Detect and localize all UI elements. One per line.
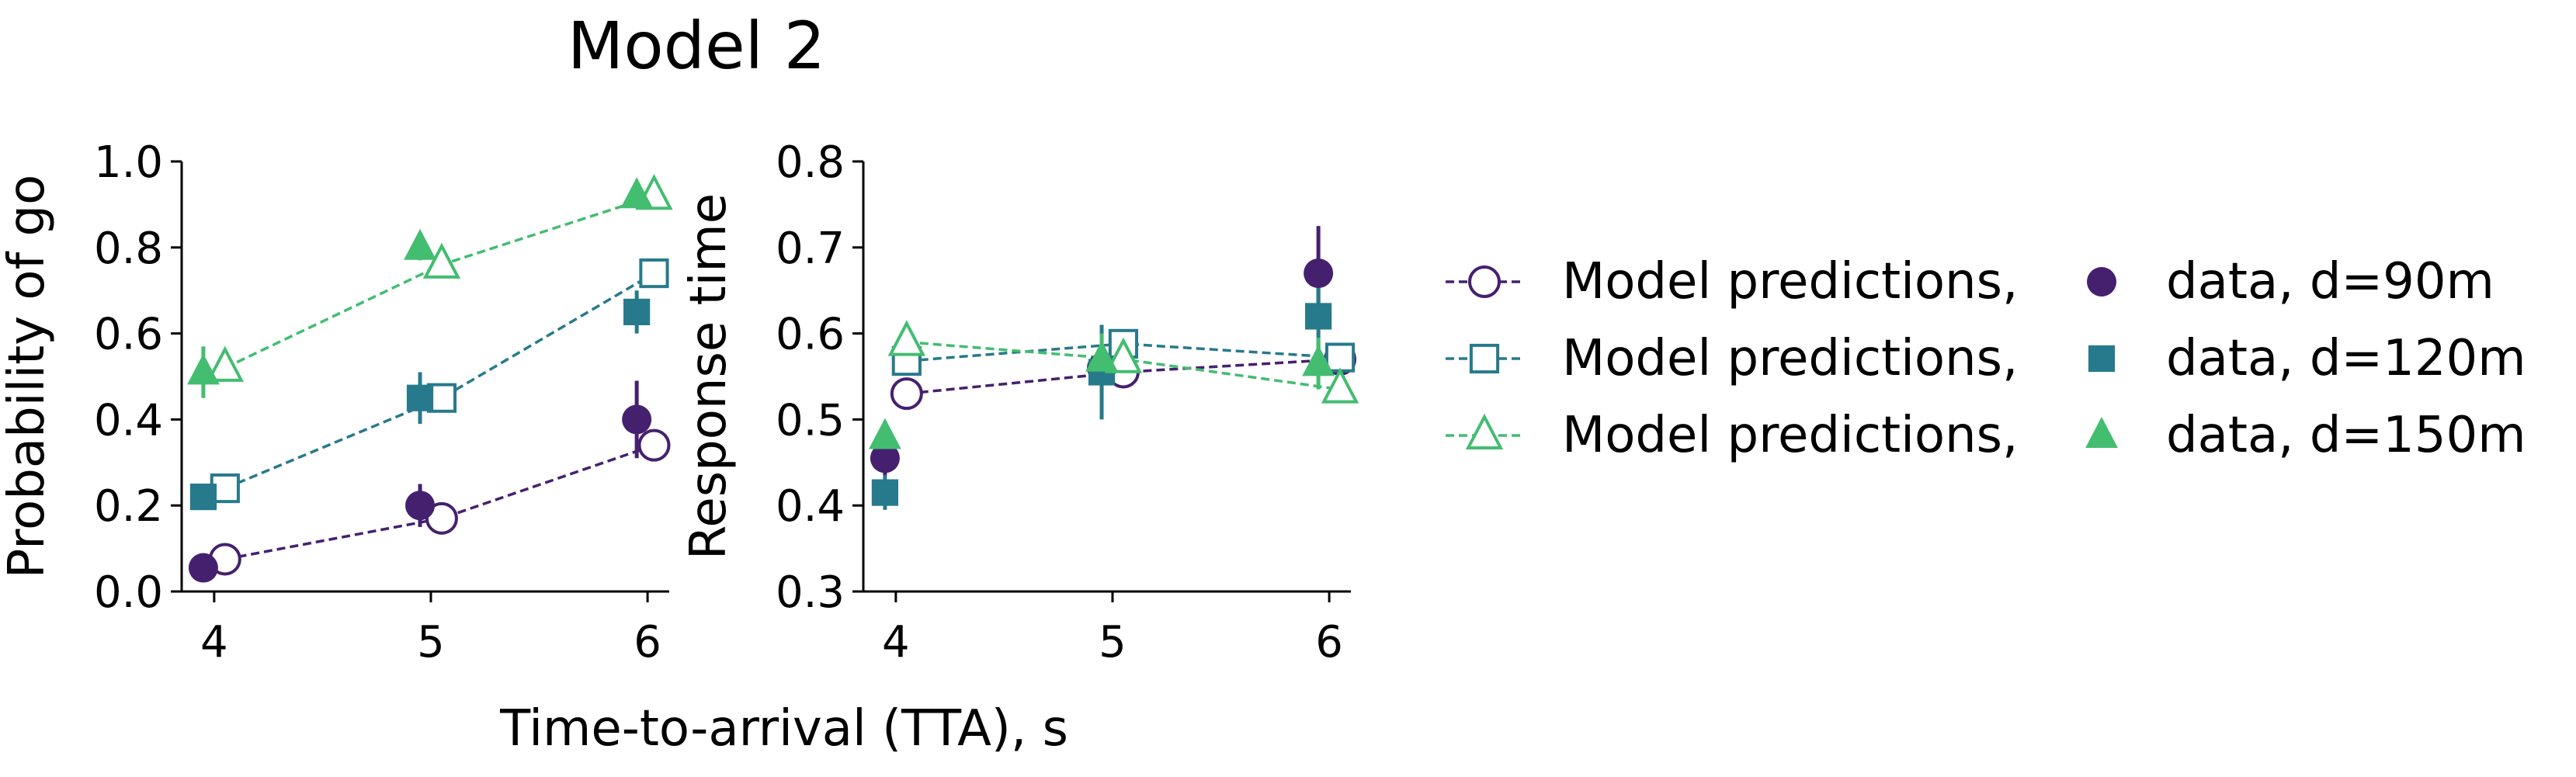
y-axis-label: Response time	[680, 193, 738, 560]
data-point-d120	[406, 384, 434, 411]
legend-data-label-d150: data, d=150m	[2166, 407, 2526, 464]
legend-row-d150: Model predictions, data, d=150m	[1446, 407, 2526, 464]
y-tick-label: 0.6	[94, 310, 163, 360]
y-tick-label: 0.4	[776, 481, 845, 532]
x-tick-label: 4	[882, 617, 910, 668]
legend-data-marker-d120	[2088, 345, 2116, 373]
x-tick-label: 6	[1315, 617, 1343, 668]
data-point-d120	[871, 479, 899, 506]
legend-model-label-d150: Model predictions,	[1562, 407, 2018, 464]
legend-model-marker-d120	[1446, 343, 1523, 374]
model-point-d150	[206, 345, 245, 382]
legend-row-d120: Model predictions, data, d=120m	[1446, 330, 2526, 387]
legend-model-marker-d90	[1446, 265, 1523, 298]
y-tick-label: 0.7	[776, 224, 845, 274]
model-line-d120	[224, 272, 655, 490]
data-point-d150	[1302, 345, 1335, 376]
data-point-d150	[869, 418, 901, 449]
data-point-d150	[620, 177, 654, 209]
legend-row-d90: Model predictions, data, d=90m	[1446, 253, 2494, 310]
legend-model-marker-d150	[1446, 413, 1523, 449]
model-point-d90	[890, 377, 923, 411]
data-point-d90	[1304, 258, 1334, 289]
x-axis-label: Time-to-arrival (TTA), s	[499, 700, 1068, 758]
data-point-d120	[189, 484, 217, 511]
y-tick-label: 0.2	[94, 481, 163, 532]
data-point-d90	[188, 553, 218, 583]
model-point-d150	[422, 242, 461, 279]
y-tick-label: 0.5	[776, 395, 845, 446]
data-point-d150	[187, 353, 220, 385]
y-tick-label: 1.0	[94, 137, 163, 188]
legend: Model predictions, data, d=90m Model pre…	[1446, 253, 2526, 464]
y-tick-label: 0.3	[776, 567, 845, 618]
model-line-d150	[224, 194, 655, 369]
figure-title: Model 2	[568, 8, 825, 84]
model-line-d90	[224, 443, 655, 561]
data-point-d150	[1085, 340, 1118, 372]
response-time-panel: 0.3 0.4 0.5 0.6 0.7 0.8 4 5 6 Response time	[680, 137, 1359, 668]
x-tick-label: 5	[417, 617, 445, 668]
y-tick-label: 0.8	[94, 224, 163, 274]
model-point-d120	[639, 258, 669, 289]
model-point-d150	[1104, 337, 1143, 373]
legend-model-label-d120: Model predictions,	[1562, 330, 2018, 387]
data-point-d120	[623, 298, 651, 325]
model-point-d90	[637, 428, 671, 462]
model-point-d120	[1324, 342, 1356, 373]
x-tick-label: 6	[634, 617, 661, 668]
data-point-d150	[404, 228, 436, 260]
legend-data-label-d90: data, d=90m	[2166, 253, 2494, 310]
y-axis-label: Probability of go	[0, 175, 56, 578]
x-tick-label: 5	[1099, 617, 1127, 668]
y-tick-label: 0.0	[94, 567, 163, 618]
model-point-d150	[887, 320, 926, 356]
legend-data-marker	[2085, 417, 2118, 448]
y-tick-label: 0.8	[776, 137, 845, 188]
data-point-d90	[622, 404, 652, 435]
data-point-d90	[870, 443, 900, 473]
legend-model-marker	[1465, 413, 1504, 449]
data-point-d120	[1305, 303, 1332, 330]
y-tick-label: 0.6	[776, 310, 845, 360]
y-tick-label: 0.4	[94, 395, 163, 446]
legend-data-marker-d90	[2087, 267, 2116, 297]
legend-data-marker	[2088, 345, 2116, 373]
probability-of-go-panel: 0.0 0.2 0.4 0.6 0.8 1.0 4 5 6 Probability of go	[0, 137, 673, 668]
legend-data-label-d120: data, d=120m	[2166, 330, 2526, 387]
legend-data-marker-d150	[2085, 417, 2118, 448]
x-tick-label: 4	[200, 617, 228, 668]
model-point-d150	[1321, 367, 1359, 404]
legend-model-marker	[1469, 343, 1500, 374]
legend-model-marker	[1468, 265, 1501, 298]
legend-model-label-d90: Model predictions,	[1562, 253, 2018, 310]
legend-data-marker	[2087, 267, 2116, 297]
data-point-d90	[405, 491, 436, 521]
